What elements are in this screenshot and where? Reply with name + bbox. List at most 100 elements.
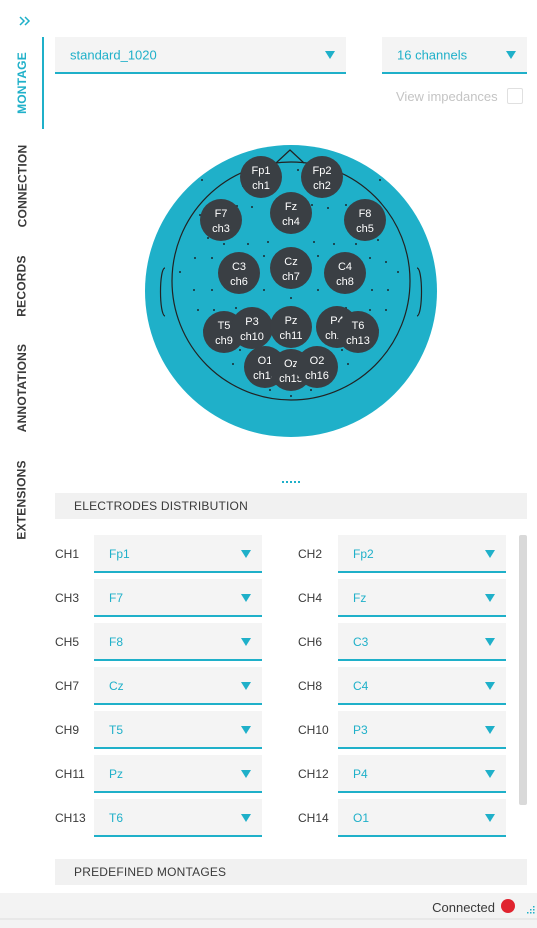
scalp-point	[263, 289, 265, 291]
connection-status-dot	[501, 899, 515, 913]
channel-electrode-select[interactable]: F8	[94, 623, 262, 661]
electrode-t6[interactable]: T6 ch13	[337, 311, 379, 353]
channels-select[interactable]: 16 channels	[382, 37, 527, 74]
double-chevron-right-icon[interactable]	[18, 14, 32, 28]
channel-electrode-select[interactable]: Cz	[94, 667, 262, 705]
scalp-point	[290, 395, 292, 397]
electrode-channel: ch3	[212, 223, 230, 235]
left-ear	[159, 267, 166, 317]
electrode-channel: ch6	[230, 276, 248, 288]
scalp-point	[297, 169, 299, 171]
nose	[275, 149, 305, 164]
scrollbar[interactable]	[519, 535, 527, 805]
electrode-name: F7	[215, 208, 228, 220]
electrodes-distribution-title: ELECTRODES DISTRIBUTION	[74, 499, 248, 513]
channel-electrode-select[interactable]: C4	[338, 667, 506, 705]
channel-electrode-select[interactable]: T5	[94, 711, 262, 749]
montage-select[interactable]: standard_1020	[55, 37, 346, 74]
electrode-channel: ch8	[336, 276, 354, 288]
caret-down-icon	[241, 594, 251, 602]
scalp-point	[211, 289, 213, 291]
scalp-point	[333, 243, 335, 245]
electrode-pz[interactable]: Pz ch11	[270, 306, 312, 348]
scalp-point	[193, 289, 195, 291]
predefined-montages-header[interactable]: PREDEFINED MONTAGES	[55, 859, 527, 885]
electrode-name: C3	[232, 261, 246, 273]
channel-electrode-value: P3	[353, 723, 368, 737]
electrode-fz[interactable]: Fz ch4	[270, 192, 312, 234]
channel-label: CH6	[298, 635, 323, 649]
channel-label: CH14	[298, 811, 329, 825]
channel-label: CH1	[55, 547, 80, 561]
electrode-name: Fz	[285, 201, 297, 213]
channel-electrode-select[interactable]: Pz	[94, 755, 262, 793]
channel-electrode-value: O1	[353, 811, 370, 825]
channel-electrode-select[interactable]: T6	[94, 799, 262, 837]
scalp-point	[269, 389, 271, 391]
electrode-circle	[296, 346, 338, 388]
electrode-o2[interactable]: O2 ch16	[296, 346, 338, 388]
channel-label: CH4	[298, 591, 323, 605]
channel-electrode-value: P4	[353, 767, 368, 781]
predefined-montages-title: PREDEFINED MONTAGES	[74, 865, 227, 879]
electrode-name: Oz	[284, 358, 298, 370]
caret-down-icon	[485, 682, 495, 690]
scalp-point	[201, 179, 203, 181]
channel-electrode-select[interactable]: P4	[338, 755, 506, 793]
channel-label: CH7	[55, 679, 80, 693]
scalp-point	[247, 243, 249, 245]
electrodes-distribution-header[interactable]: ELECTRODES DISTRIBUTION	[55, 493, 527, 519]
scalp-point	[194, 257, 196, 259]
channel-electrode-value: Pz	[109, 767, 124, 781]
caret-down-icon	[485, 814, 495, 822]
bottom-divider	[0, 918, 537, 920]
electrode-channel: ch5	[356, 223, 374, 235]
scalp-point	[239, 349, 241, 351]
scalp-point	[290, 297, 292, 299]
channel-electrode-select[interactable]: C3	[338, 623, 506, 661]
channel-electrode-select[interactable]: Fp2	[338, 535, 506, 573]
channel-electrode-select[interactable]: Fp1	[94, 535, 262, 573]
channel-electrode-select[interactable]: F7	[94, 579, 262, 617]
channel-electrode-value: Fz	[353, 591, 367, 605]
electrode-cz[interactable]: Cz ch7	[270, 247, 312, 289]
tab-montage[interactable]: MONTAGE	[0, 37, 44, 129]
right-ear	[416, 267, 423, 317]
electrode-name: P3	[245, 316, 258, 328]
electrode-circle	[324, 252, 366, 294]
caret-down-icon	[506, 50, 516, 59]
electrode-circle	[200, 199, 242, 241]
channel-label: CH13	[55, 811, 86, 825]
channel-label: CH9	[55, 723, 80, 737]
scalp-point	[310, 389, 312, 391]
scalp-point	[377, 239, 379, 241]
electrode-name: C4	[338, 261, 352, 273]
channel-electrode-select[interactable]: Fz	[338, 579, 506, 617]
view-impedances-checkbox[interactable]	[507, 88, 523, 104]
scalp-point	[369, 257, 371, 259]
head-montage-diagram: Fp1ch1Fp2ch2F7ch3Fzch4F8ch5C3ch6Czch7C4c…	[145, 145, 437, 437]
head-outline	[171, 161, 411, 401]
electrode-p3[interactable]: P3 ch10	[231, 307, 273, 349]
electrode-channel: ch16	[305, 370, 329, 382]
scalp-point	[369, 309, 371, 311]
channel-label: CH12	[298, 767, 329, 781]
scalp-point	[211, 257, 213, 259]
electrode-channel: ch13	[346, 335, 370, 347]
resize-handle[interactable]	[282, 481, 300, 484]
channel-electrode-select[interactable]: P3	[338, 711, 506, 749]
scalp-point	[207, 237, 209, 239]
electrode-name: O1	[258, 355, 273, 367]
electrode-channel: ch2	[313, 180, 331, 192]
resize-grip-icon[interactable]	[523, 904, 535, 916]
electrode-circle	[218, 252, 260, 294]
channel-electrode-select[interactable]: O1	[338, 799, 506, 837]
head-background-circle	[145, 145, 437, 437]
